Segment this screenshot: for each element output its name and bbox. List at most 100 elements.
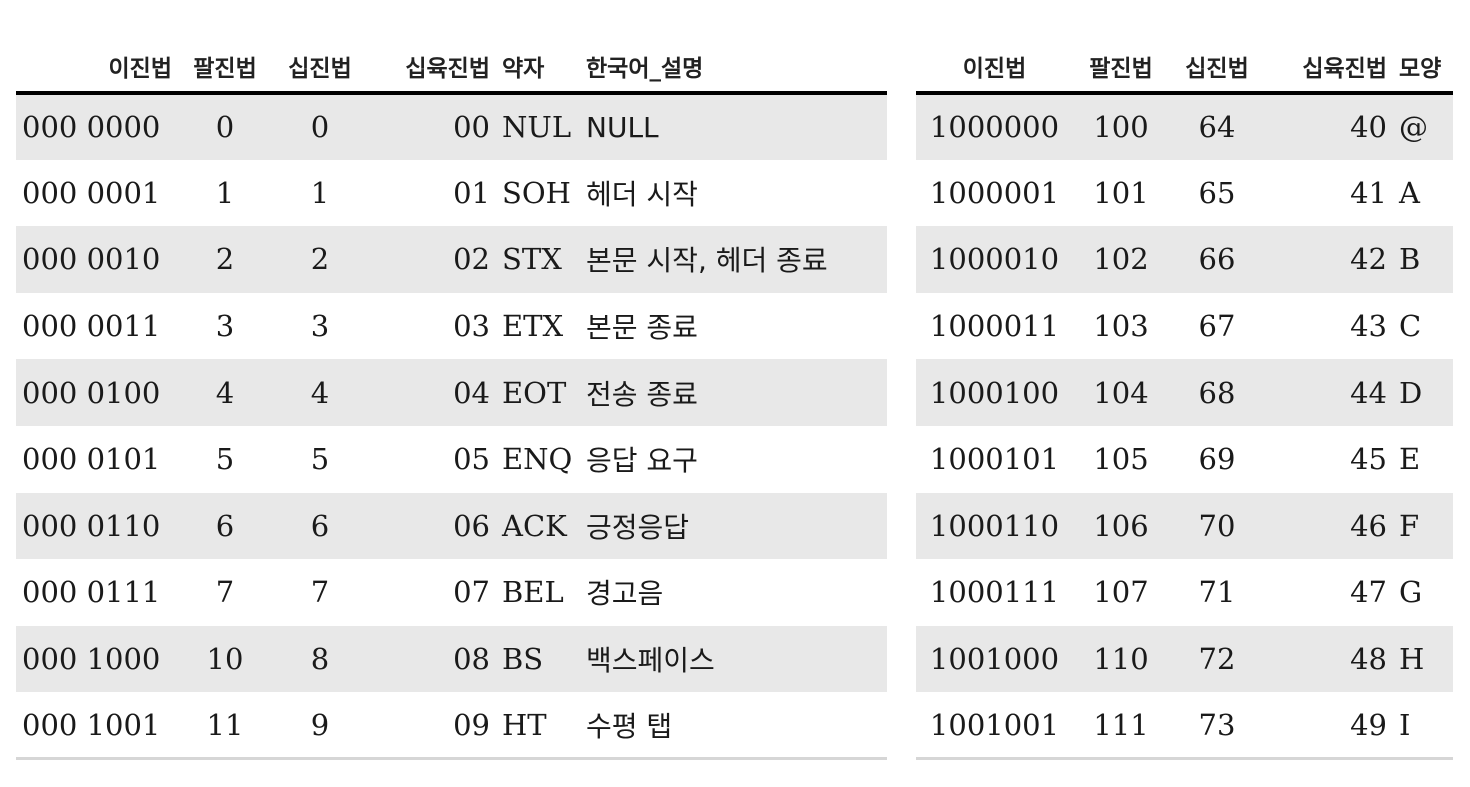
- table-cell: 5: [215, 442, 235, 477]
- table-cell: 1000101: [929, 442, 1060, 477]
- table-cell: 00: [368, 93, 496, 160]
- table-cell: 1001001: [916, 692, 1073, 761]
- table-cell: 9: [272, 692, 368, 761]
- table-cell: C: [1399, 309, 1422, 344]
- column-header: 약자: [496, 40, 580, 95]
- table-row: 1000101 105 69 45 E: [916, 426, 1453, 493]
- table-cell: 000 1000: [16, 625, 178, 693]
- table-cell: 08: [368, 625, 496, 693]
- table-cell: 4: [272, 359, 368, 426]
- table-body: 1000000 100 64 40 @1000001 101 65 41 A 1000010 102…: [916, 93, 1453, 761]
- table-row: 1000011 103 67 43 C: [916, 293, 1453, 360]
- column-header: 십진법: [272, 40, 368, 95]
- table-cell: 6: [178, 492, 272, 560]
- table-cell: ETX: [502, 309, 564, 344]
- table-cell: EOT: [496, 359, 580, 426]
- table-cell: 65: [1198, 175, 1236, 210]
- table-cell: I: [1393, 692, 1453, 761]
- table-cell: 66: [1169, 226, 1265, 293]
- table-cell: 01: [453, 175, 490, 210]
- table-cell: 44: [1265, 359, 1393, 426]
- table-cell: 응답 요구: [586, 444, 698, 478]
- ascii-control-table: 이진법 팔진법 십진법 십육진법 약자 한국어_설명 000 0000 0 0 00 NUL NUL…: [16, 40, 887, 761]
- table-cell: 8: [272, 625, 368, 693]
- header-row: 이진법 팔진법 십진법 십육진법 약자 한국어_설명: [16, 40, 887, 95]
- table-cell: 67: [1198, 309, 1236, 344]
- table-row: 000 0110 6 6 06 ACK 긍정응답: [16, 492, 887, 560]
- table-row: 1000111 107 71 47 G: [916, 559, 1453, 626]
- table-cell: 106: [1073, 492, 1169, 560]
- table-cell: 07: [453, 575, 490, 610]
- table-row: 000 0000 0 0 00 NUL NULL: [16, 93, 887, 160]
- table-cell: 7: [215, 575, 235, 610]
- table-cell: 41: [1350, 175, 1387, 210]
- column-header: 이진법: [916, 40, 1073, 95]
- table-cell: ACK: [496, 492, 580, 560]
- table-cell: 000 0111: [22, 575, 161, 610]
- table-cell: 2: [272, 226, 368, 293]
- table-cell: 헤더 시작: [586, 177, 698, 211]
- table-cell: STX: [496, 226, 580, 293]
- table-cell: 10: [178, 625, 272, 693]
- table-cell: 1000011: [929, 309, 1060, 344]
- table-row: 000 1000 10 8 08 BS 백스페이스: [16, 625, 887, 693]
- table-cell: 45: [1350, 442, 1387, 477]
- table-cell: NUL: [496, 93, 580, 160]
- table-cell: 46: [1265, 492, 1393, 560]
- table-cell: 본문 시작, 헤더 종료: [580, 226, 887, 293]
- table-cell: 40: [1265, 93, 1393, 160]
- table-cell: 110: [1073, 625, 1169, 693]
- column-header: 모양: [1393, 40, 1453, 95]
- table-cell: 1000001: [929, 175, 1060, 210]
- column-header: 십진법: [1169, 40, 1265, 95]
- table-row: 000 0011 3 3 03 ETX 본문 종료: [16, 293, 887, 360]
- table-cell: NULL: [580, 93, 887, 160]
- table-cell: 전송 종료: [580, 359, 887, 426]
- table-cell: 73: [1169, 692, 1265, 761]
- table-cell: B: [1393, 226, 1453, 293]
- table-cell: 42: [1265, 226, 1393, 293]
- table-cell: F: [1393, 492, 1453, 560]
- table-cell: 본문 종료: [586, 311, 698, 345]
- ascii-printable-table: 이진법 팔진법 십진법 십육진법 모양 1000000 100 64 40 @ 1000001 10…: [916, 40, 1453, 761]
- table-cell: 0: [272, 93, 368, 160]
- table-cell: 11: [178, 692, 272, 761]
- table-cell: 104: [1073, 359, 1169, 426]
- table-cell: 000 0100: [16, 359, 178, 426]
- table-cell: 105: [1093, 442, 1149, 477]
- column-header: 십육진법: [1265, 40, 1393, 95]
- table-row: 000 0001 1 1 01 SOH 헤더 시작: [16, 160, 887, 227]
- table-cell: 긍정응답: [580, 492, 887, 560]
- column-header: 이진법: [16, 40, 178, 95]
- table-cell: 70: [1169, 492, 1265, 560]
- table-cell: ENQ: [502, 442, 573, 477]
- table-cell: 100: [1073, 93, 1169, 160]
- table-row: 1001000 110 72 48 H: [916, 625, 1453, 693]
- table-cell: BEL: [502, 575, 564, 610]
- table-row: 1000000 100 64 40 @: [916, 93, 1453, 160]
- table-cell: 107: [1093, 575, 1149, 610]
- column-header: 십육진법: [368, 40, 496, 95]
- table-cell: 6: [272, 492, 368, 560]
- table-row: 1000001 101 65 41 A: [916, 160, 1453, 227]
- table-cell: 000 0011: [22, 309, 161, 344]
- table-cell: 102: [1073, 226, 1169, 293]
- table-cell: @: [1393, 93, 1453, 160]
- table-cell: H: [1393, 625, 1453, 693]
- header-row: 이진법 팔진법 십진법 십육진법 모양: [916, 40, 1453, 95]
- table-row: 1000110 106 70 46 F: [916, 492, 1453, 560]
- table-cell: 1000100: [916, 359, 1073, 426]
- table-row: 000 0100 4 4 04 EOT 전송 종료: [16, 359, 887, 426]
- table-cell: 3: [310, 309, 330, 344]
- table-cell: SOH: [502, 175, 571, 210]
- table-cell: 06: [368, 492, 496, 560]
- table-cell: 48: [1265, 625, 1393, 693]
- table-cell: 1000111: [929, 575, 1060, 610]
- table-cell: 3: [215, 309, 235, 344]
- table-row: 000 1001 11 9 09 HT 수평 탭: [16, 692, 887, 761]
- table-cell: 43: [1350, 309, 1387, 344]
- table-cell: 1000000: [916, 93, 1073, 160]
- table-row: 000 0101 5 5 05 ENQ 응답 요구: [16, 426, 887, 493]
- table-cell: 000 0110: [16, 492, 178, 560]
- column-header: 팔진법: [1073, 40, 1169, 95]
